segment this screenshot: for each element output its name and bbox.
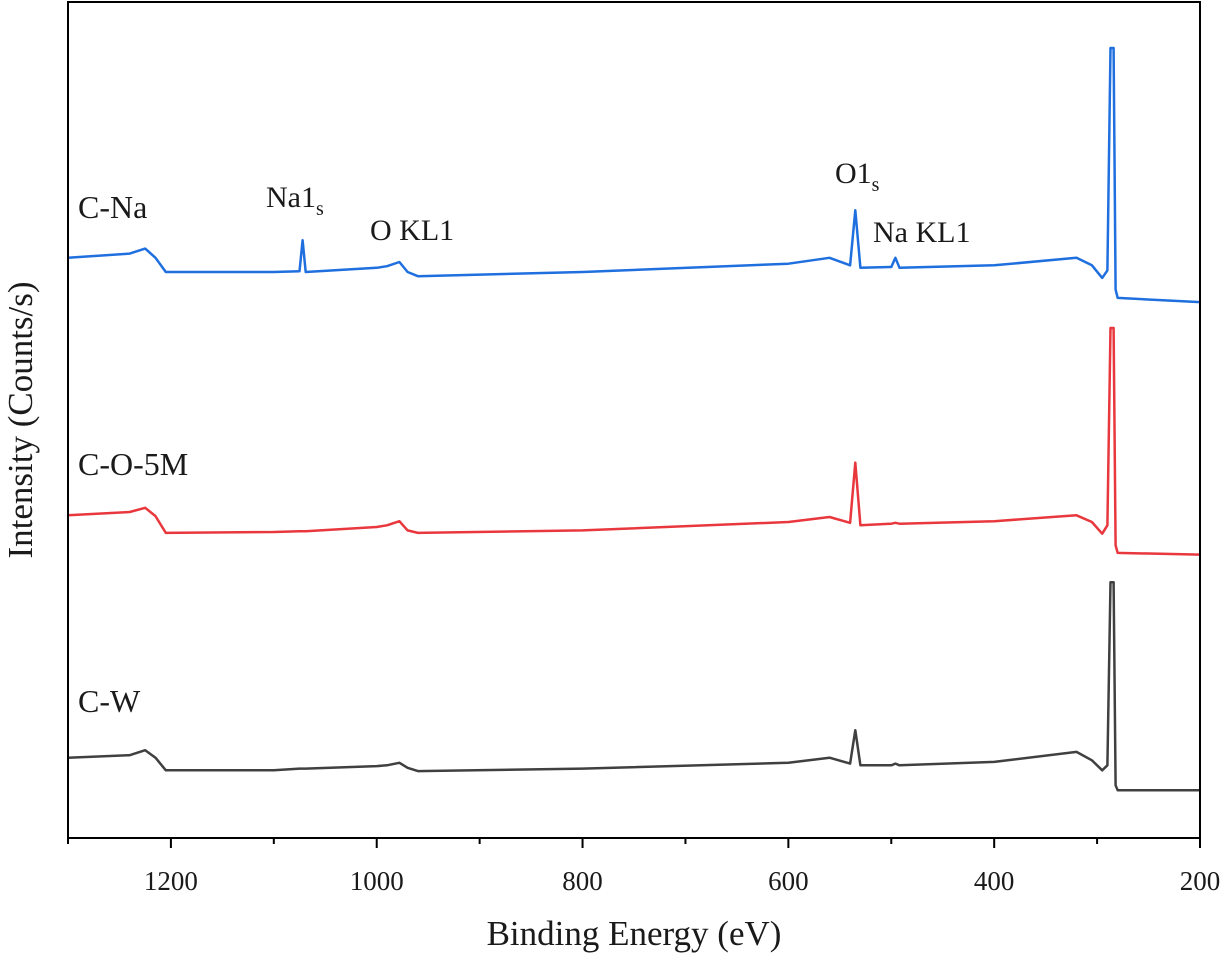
y-axis-label: Intensity (Counts/s) <box>1 281 40 558</box>
annotation-text: O1 <box>835 157 872 190</box>
peak-annotation: Na KL1 <box>873 216 970 249</box>
x-tick-label: 600 <box>768 866 809 896</box>
annotation-text: O KL1 <box>370 214 454 247</box>
x-axis-label: Binding Energy (eV) <box>487 914 782 953</box>
peak-annotation: Na1s <box>266 181 324 220</box>
x-tick-label: 1200 <box>144 866 198 896</box>
x-tick-label: 200 <box>1180 866 1221 896</box>
annotation-text: Na KL1 <box>873 216 970 249</box>
plot-frame <box>67 1 1201 839</box>
x-tick-label: 800 <box>562 866 603 896</box>
series-label: C-O-5M <box>78 446 188 482</box>
peak-annotation: O KL1 <box>370 214 454 247</box>
annotation-subscript: s <box>872 174 880 196</box>
series-label: C-W <box>78 683 141 719</box>
x-tick-label: 400 <box>974 866 1015 896</box>
x-tick-label: 1000 <box>350 866 404 896</box>
series-label: C-Na <box>78 189 147 225</box>
annotation-subscript: s <box>316 198 324 220</box>
series-line <box>67 580 1200 792</box>
series-line <box>67 46 1201 304</box>
annotation-text: Na1 <box>266 181 316 214</box>
series-line <box>67 326 1201 556</box>
peak-annotation: O1s <box>835 157 880 196</box>
